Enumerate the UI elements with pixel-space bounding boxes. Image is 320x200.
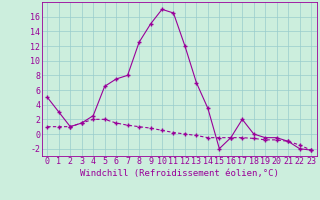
X-axis label: Windchill (Refroidissement éolien,°C): Windchill (Refroidissement éolien,°C) bbox=[80, 169, 279, 178]
